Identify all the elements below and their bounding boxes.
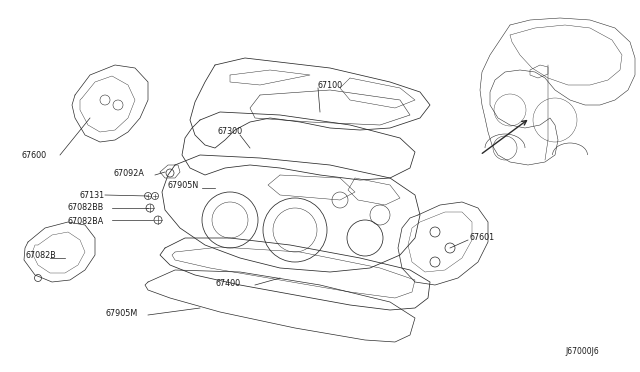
Text: 67082BA: 67082BA xyxy=(68,217,104,225)
Text: 67100: 67100 xyxy=(318,80,343,90)
Text: 67300: 67300 xyxy=(218,128,243,137)
Text: 67092A: 67092A xyxy=(113,169,144,177)
Text: 67601: 67601 xyxy=(470,234,495,243)
Text: 67082BB: 67082BB xyxy=(68,203,104,212)
Text: 67600: 67600 xyxy=(22,151,47,160)
Text: 67082B: 67082B xyxy=(25,251,56,260)
Text: 67131: 67131 xyxy=(80,190,105,199)
Text: 67400: 67400 xyxy=(215,279,240,288)
Text: J67000J6: J67000J6 xyxy=(565,347,599,356)
Text: 67905M: 67905M xyxy=(105,308,137,317)
Text: 67905N: 67905N xyxy=(168,182,199,190)
